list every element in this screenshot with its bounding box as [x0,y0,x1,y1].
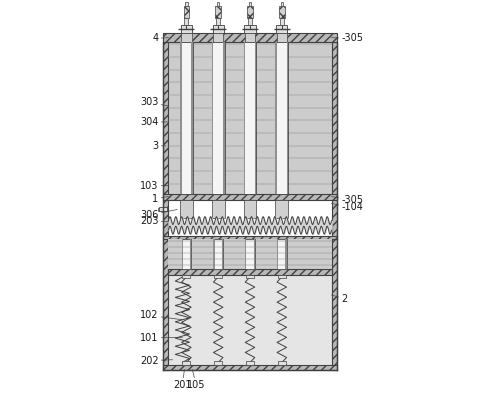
Bar [245,239,255,269]
Bar [212,26,224,32]
Bar [244,42,256,194]
Bar [168,239,332,365]
Bar [276,28,287,42]
Bar [184,6,189,18]
Bar [276,26,287,32]
Text: 2: 2 [332,294,347,304]
Bar [185,2,188,6]
Bar [255,42,256,194]
Bar [190,239,191,269]
Bar [246,361,254,365]
Bar [254,239,255,269]
Bar [214,275,222,278]
Bar [182,239,183,269]
Bar [332,42,338,200]
Text: -305: -305 [332,196,364,205]
Text: 201: 201 [173,370,192,390]
Bar [276,42,277,194]
Text: 1: 1 [152,194,168,203]
Bar [216,18,220,26]
Bar [217,2,220,6]
Bar [191,42,192,194]
Bar [162,239,168,371]
Bar [212,42,224,194]
Bar [182,361,190,365]
Bar [245,28,255,42]
Bar [214,361,222,365]
Text: 202: 202 [140,356,172,365]
Bar [190,239,191,269]
Bar [277,239,278,269]
Text: 3: 3 [152,141,166,151]
Bar [276,200,288,218]
Bar [180,200,192,218]
Bar [181,26,192,32]
Bar [162,32,338,42]
Text: 4: 4 [152,34,168,43]
Bar [332,200,338,239]
Bar [245,239,255,269]
Text: 103: 103 [140,181,168,191]
Bar [247,6,253,18]
Bar [279,6,284,18]
Bar [182,275,190,278]
Bar [280,2,283,6]
Bar [286,42,288,194]
Bar [277,239,286,269]
Bar [222,239,223,269]
Bar [181,28,192,42]
Bar [245,239,246,269]
Bar [212,42,214,194]
Bar [277,239,286,269]
Text: 101: 101 [140,333,182,343]
Bar [216,6,221,18]
Bar [180,42,182,194]
Bar [244,200,256,218]
Text: -305: -305 [332,34,364,43]
Bar [162,194,338,200]
Bar [213,28,224,42]
Bar [280,18,284,26]
Bar [162,365,338,371]
Bar [162,200,168,239]
Bar [182,239,183,269]
Text: 306: 306 [140,209,177,220]
Text: 304: 304 [140,117,168,127]
Bar [246,275,254,278]
Bar [158,207,168,211]
Bar [180,42,192,194]
Text: 203: 203 [140,216,168,226]
Bar [212,200,224,218]
Bar [277,239,278,269]
Bar [182,239,191,269]
Bar [244,26,256,32]
Bar [249,2,251,6]
Bar [162,236,338,239]
Bar [248,18,252,26]
Bar [278,275,286,278]
Bar [245,239,246,269]
Bar [168,239,332,269]
Bar [168,42,332,194]
Text: 102: 102 [140,310,182,320]
Text: 303: 303 [140,97,168,107]
Bar [244,42,245,194]
Bar [162,42,168,200]
Bar [278,361,286,365]
Bar [332,239,338,371]
Text: -104: -104 [332,202,364,212]
Bar [182,239,191,269]
Bar [214,239,223,269]
Bar [223,42,224,194]
Bar [184,18,188,26]
Bar [168,269,332,275]
Text: 105: 105 [187,370,206,390]
Bar [254,239,255,269]
Bar [158,208,160,211]
Bar [222,239,223,269]
Bar [276,42,288,194]
Bar [214,239,223,269]
